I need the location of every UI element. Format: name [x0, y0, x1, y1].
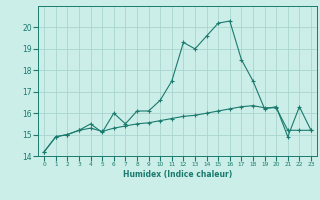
X-axis label: Humidex (Indice chaleur): Humidex (Indice chaleur): [123, 170, 232, 179]
